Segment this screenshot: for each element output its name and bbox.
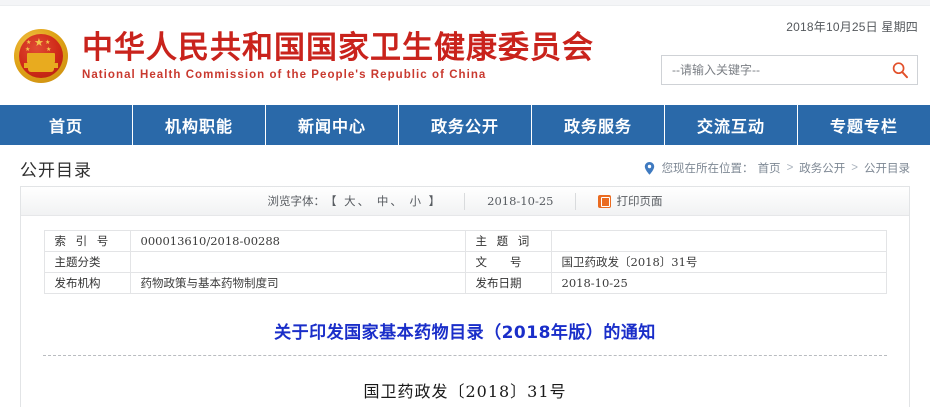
title-divider bbox=[43, 355, 887, 356]
cell-subject-word-label: 主 题 词 bbox=[464, 230, 552, 252]
print-icon bbox=[598, 194, 612, 208]
publish-date-toolbar: 2018-10-25 bbox=[465, 192, 577, 210]
font-size-options[interactable]: 【 大、 中、 小 】 bbox=[325, 193, 443, 208]
table-row: 发布机构 药物政策与基本药物制度司 发布日期 2018-10-25 bbox=[43, 272, 887, 294]
nav-item-home[interactable]: 首页 bbox=[0, 105, 133, 145]
breadcrumb-row: 公开目录 您现在所在位置： 首页 > 政务公开 > 公开目录 bbox=[0, 145, 930, 186]
document-info-table: 索 引 号 000013610/2018-00288 主 题 词 主题分类 文 … bbox=[43, 230, 887, 294]
cell-subject-category-label: 主题分类 bbox=[43, 251, 131, 273]
cell-publish-date-label: 发布日期 bbox=[464, 272, 552, 294]
cell-doc-number-label: 文 号 bbox=[464, 251, 552, 273]
print-page-label[interactable]: 打印页面 bbox=[616, 193, 663, 208]
breadcrumb-item-home[interactable]: 首页 bbox=[757, 163, 781, 175]
table-row: 索 引 号 000013610/2018-00288 主 题 词 bbox=[43, 230, 887, 252]
document-title: 关于印发国家基本药物目录（2018年版）的通知 bbox=[274, 323, 656, 343]
print-page-button[interactable]: 打印页面 bbox=[576, 193, 684, 210]
cell-subject-word-value bbox=[550, 230, 887, 252]
cell-doc-number-value: 国卫药政发〔2018〕31号 bbox=[550, 251, 887, 273]
current-date: 2018年10月25日 星期四 bbox=[786, 20, 918, 34]
breadcrumb-separator: > bbox=[851, 162, 858, 174]
site-brand[interactable]: ★ ★ ★ ★ ★ 中华人民共和国国家卫生健康委员会 National Heal… bbox=[12, 27, 594, 85]
cell-publish-date-value: 2018-10-25 bbox=[550, 272, 887, 294]
location-pin-icon bbox=[644, 161, 655, 175]
search-box[interactable] bbox=[661, 55, 918, 85]
cell-issuing-agency-label: 发布机构 bbox=[43, 272, 131, 294]
article-toolbar: 浏览字体： 【 大、 中、 小 】 2018-10-25 打印页面 bbox=[21, 187, 909, 216]
font-size-control[interactable]: 浏览字体： 【 大、 中、 小 】 bbox=[246, 192, 466, 210]
national-emblem-icon: ★ ★ ★ ★ ★ bbox=[12, 27, 70, 85]
breadcrumb: 您现在所在位置： 首页 > 政务公开 > 公开目录 bbox=[644, 160, 910, 176]
search-icon bbox=[892, 62, 908, 79]
nav-item-topics[interactable]: 专题专栏 bbox=[829, 117, 898, 136]
cell-issuing-agency-value: 药物政策与基本药物制度司 bbox=[129, 272, 466, 294]
brand-title-cn: 中华人民共和国国家卫生健康委员会 bbox=[82, 30, 594, 67]
breadcrumb-separator: > bbox=[786, 162, 794, 174]
nav-item-services[interactable]: 政务服务 bbox=[532, 105, 665, 145]
breadcrumb-item-current[interactable]: 公开目录 bbox=[864, 163, 910, 175]
cell-subject-category-value bbox=[129, 251, 466, 273]
site-header: 2018年10月25日 星期四 ★ ★ ★ ★ ★ 中华人民共和国国家卫生健康委… bbox=[0, 6, 930, 105]
content-panel: 浏览字体： 【 大、 中、 小 】 2018-10-25 打印页面 索 引 号 … bbox=[20, 186, 910, 407]
top-strip bbox=[0, 0, 930, 6]
table-row: 主题分类 文 号 国卫药政发〔2018〕31号 bbox=[43, 251, 887, 273]
breadcrumb-prefix: 您现在所在位置： bbox=[661, 163, 754, 175]
nav-item-interact[interactable]: 交流互动 bbox=[665, 105, 798, 145]
nav-item-news[interactable]: 新闻中心 bbox=[266, 105, 399, 145]
nav-item-gov-open[interactable]: 政务公开 bbox=[399, 105, 532, 145]
search-button[interactable] bbox=[883, 56, 917, 84]
cell-index-number-label: 索 引 号 bbox=[43, 230, 131, 252]
main-navigation: 首页 机构职能 新闻中心 政务公开 政务服务 交流互动 专题专栏 bbox=[0, 105, 930, 145]
page-title: 公开目录 bbox=[20, 161, 92, 181]
document-number: 国卫药政发〔2018〕31号 bbox=[363, 382, 567, 401]
nav-item-functions[interactable]: 机构职能 bbox=[133, 105, 266, 145]
breadcrumb-item-gov-open[interactable]: 政务公开 bbox=[799, 163, 846, 175]
brand-title-en: National Health Commission of the People… bbox=[82, 68, 487, 81]
cell-index-number-value: 000013610/2018-00288 bbox=[129, 230, 466, 252]
search-input[interactable] bbox=[662, 56, 883, 84]
font-size-label: 浏览字体： bbox=[267, 193, 326, 208]
